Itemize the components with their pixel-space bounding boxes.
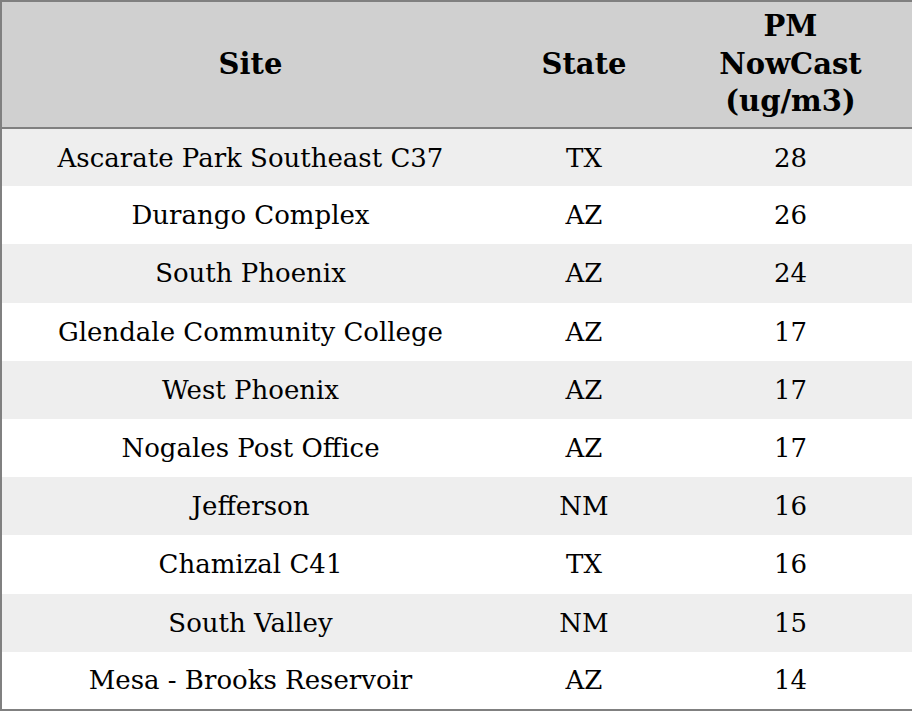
cell-state: AZ <box>499 186 669 244</box>
cell-site: Chamizal C41 <box>1 535 499 593</box>
table-row: West Phoenix AZ 17 <box>1 361 912 419</box>
pm-nowcast-table-container: Site State PM NowCast (ug/m3) Ascarate P… <box>0 0 912 711</box>
column-header-site: Site <box>1 1 499 128</box>
table-row: South Phoenix AZ 24 <box>1 244 912 302</box>
cell-pm: 16 <box>669 477 912 535</box>
table-header: Site State PM NowCast (ug/m3) <box>1 1 912 128</box>
cell-site: South Phoenix <box>1 244 499 302</box>
header-row: Site State PM NowCast (ug/m3) <box>1 1 912 128</box>
pm-nowcast-table: Site State PM NowCast (ug/m3) Ascarate P… <box>0 0 912 711</box>
table-body: Ascarate Park Southeast C37 TX 28 Durang… <box>1 128 912 710</box>
cell-site: Glendale Community College <box>1 303 499 361</box>
cell-state: TX <box>499 128 669 186</box>
cell-state: AZ <box>499 652 669 710</box>
table-row: Nogales Post Office AZ 17 <box>1 419 912 477</box>
cell-site: Durango Complex <box>1 186 499 244</box>
column-header-state: State <box>499 1 669 128</box>
table-row: Chamizal C41 TX 16 <box>1 535 912 593</box>
cell-site: South Valley <box>1 594 499 652</box>
table-row: Mesa - Brooks Reservoir AZ 14 <box>1 652 912 710</box>
cell-state: AZ <box>499 361 669 419</box>
cell-pm: 14 <box>669 652 912 710</box>
cell-site: Ascarate Park Southeast C37 <box>1 128 499 186</box>
cell-state: NM <box>499 477 669 535</box>
cell-pm: 28 <box>669 128 912 186</box>
column-header-pm-nowcast-label: PM NowCast (ug/m3) <box>708 8 873 121</box>
cell-pm: 26 <box>669 186 912 244</box>
cell-pm: 17 <box>669 303 912 361</box>
column-header-pm-nowcast: PM NowCast (ug/m3) <box>669 1 912 128</box>
table-row: Glendale Community College AZ 17 <box>1 303 912 361</box>
cell-pm: 15 <box>669 594 912 652</box>
cell-state: AZ <box>499 303 669 361</box>
cell-state: AZ <box>499 244 669 302</box>
cell-pm: 24 <box>669 244 912 302</box>
cell-site: Jefferson <box>1 477 499 535</box>
cell-pm: 16 <box>669 535 912 593</box>
table-row: Jefferson NM 16 <box>1 477 912 535</box>
table-row: Ascarate Park Southeast C37 TX 28 <box>1 128 912 186</box>
cell-pm: 17 <box>669 419 912 477</box>
cell-state: NM <box>499 594 669 652</box>
table-row: South Valley NM 15 <box>1 594 912 652</box>
cell-site: West Phoenix <box>1 361 499 419</box>
cell-site: Nogales Post Office <box>1 419 499 477</box>
cell-site: Mesa - Brooks Reservoir <box>1 652 499 710</box>
cell-state: AZ <box>499 419 669 477</box>
cell-pm: 17 <box>669 361 912 419</box>
table-row: Durango Complex AZ 26 <box>1 186 912 244</box>
cell-state: TX <box>499 535 669 593</box>
